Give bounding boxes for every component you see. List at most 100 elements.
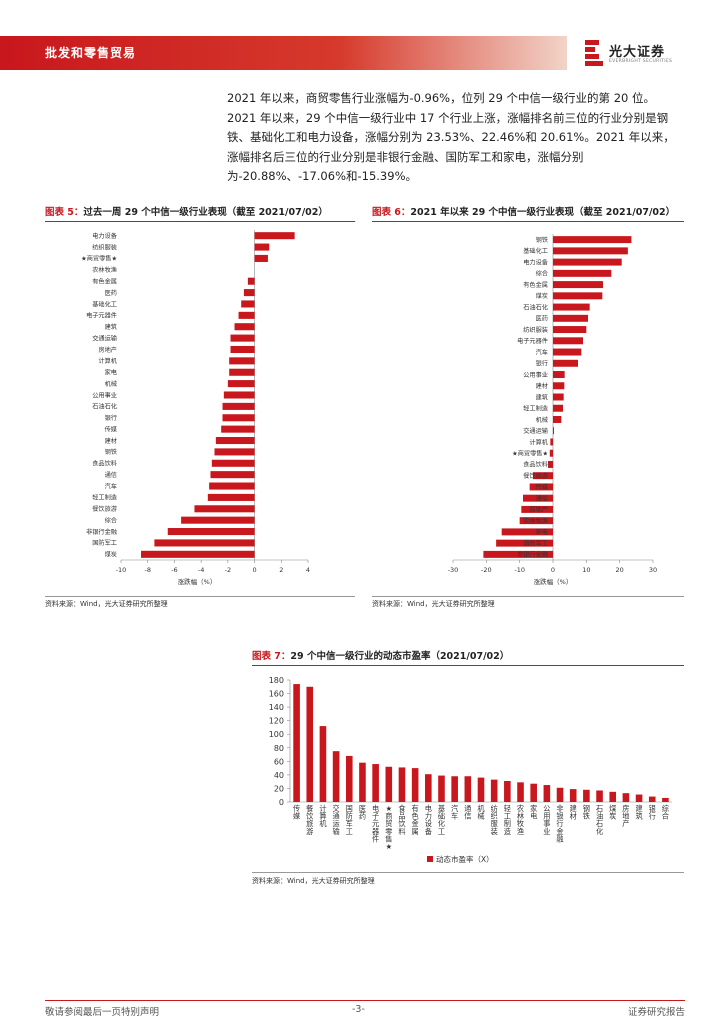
bar (583, 789, 590, 802)
bar (167, 528, 255, 536)
footer-divider (45, 1000, 685, 1001)
bar (345, 755, 353, 802)
x-axis-title: 涨跌幅（%） (178, 577, 217, 586)
bar (517, 782, 524, 802)
bar (141, 550, 255, 558)
category-label: ★商贸零售★ (512, 450, 548, 458)
category-label: 电子元器件 (86, 312, 117, 320)
bar (230, 334, 255, 342)
footer-report-type: 证券研究报告 (627, 1007, 685, 1018)
figure5-title-text: 过去一周 29 个中信一级行业表现（截至 2021/07/02） (83, 207, 328, 218)
bar (215, 436, 255, 445)
category-label: 交通运输 (92, 334, 118, 342)
x-tick-label: -4 (198, 566, 204, 574)
category-label: 医药 (536, 315, 548, 323)
x-tick-label: -6 (171, 566, 177, 574)
x-tick-label: 4 (306, 566, 310, 574)
category-label: 有色金属 (412, 804, 419, 836)
bar (553, 258, 622, 266)
bar (293, 684, 300, 802)
category-label: 汽车 (105, 482, 117, 490)
bar (438, 775, 445, 802)
category-label: 汽车 (536, 348, 548, 356)
category-label: 建筑 (536, 393, 549, 401)
bar (553, 415, 562, 423)
category-label: 有色金属 (523, 281, 548, 289)
bar (425, 774, 432, 802)
category-label: 农林牧渔 (523, 517, 548, 525)
bar (521, 505, 553, 513)
category-label: 食品饮料 (398, 804, 406, 836)
bar (529, 483, 553, 491)
y-tick-label: 40 (274, 771, 284, 780)
category-label: 餐饮旅游 (306, 804, 314, 836)
figure6-source: 资料来源：Wind，光大证券研究所整理 (372, 600, 495, 608)
category-label: 家电 (105, 369, 117, 377)
category-label: 交通运输 (333, 804, 340, 836)
category-label: 银行 (536, 360, 548, 368)
category-label: 公用事业 (523, 371, 548, 379)
bar (227, 380, 255, 388)
category-label: 传媒 (105, 425, 118, 433)
bar (238, 311, 255, 319)
brand-name-en: EVERBRIGHT SECURITIES (609, 59, 673, 64)
category-label: 纺织服装 (523, 326, 548, 334)
bar (504, 780, 511, 802)
category-label: 食品饮料 (523, 461, 548, 469)
figure7-source: 资料来源：Wind，光大证券研究所整理 (252, 877, 375, 885)
category-label: 医药 (359, 804, 366, 821)
x-tick-label: 20 (616, 566, 624, 574)
category-label: 煤炭 (609, 804, 616, 821)
category-label: 纺织服装 (92, 243, 117, 251)
bar (596, 790, 603, 802)
bar (222, 414, 255, 422)
y-tick-label: 140 (269, 703, 284, 712)
bar (635, 794, 643, 802)
page-number: -3- (352, 1004, 365, 1015)
bar (548, 460, 553, 468)
category-label: 家电 (536, 528, 548, 536)
figure6-source-divider (372, 596, 684, 597)
bar (553, 247, 628, 255)
bar (211, 459, 255, 467)
y-tick-label: 100 (269, 730, 284, 739)
category-label: 汽车 (451, 804, 458, 821)
bar (553, 382, 565, 390)
figure5-title: 图表 5：过去一周 29 个中信一级行业表现（截至 2021/07/02） (45, 204, 355, 222)
bar (207, 493, 255, 501)
category-label: 轻工制造 (523, 405, 548, 413)
bar (553, 427, 554, 435)
bar (553, 371, 565, 379)
category-label: 石油石化 (92, 403, 117, 411)
category-label: 非银行金融 (86, 528, 117, 536)
bar (553, 292, 603, 300)
bar (398, 767, 406, 802)
bar (530, 783, 537, 802)
figure6-chart: -30 -20 -10 0 10 20 30 钢铁基础化工电力设备综合有色金属煤炭石油石化医药… (448, 234, 657, 586)
bar (553, 269, 612, 277)
bar (553, 326, 587, 334)
category-label: 轻工制造 (504, 804, 511, 836)
bar (477, 777, 485, 802)
legend-swatch (427, 856, 433, 862)
category-label: 非银行金融 (517, 551, 548, 559)
section-title: 批发和零售贸易 (45, 46, 137, 60)
category-label: 基础化工 (523, 247, 548, 255)
bar (556, 787, 564, 802)
bar (496, 539, 553, 547)
bar (501, 528, 553, 536)
y-tick-label: 180 (269, 676, 284, 685)
bar (372, 764, 379, 802)
category-label: 计算机 (529, 438, 548, 446)
bar (254, 254, 268, 262)
category-label: 煤炭 (536, 292, 548, 300)
category-label: 食品饮料 (92, 460, 117, 468)
y-tick-label: 20 (274, 784, 284, 793)
bar (464, 776, 472, 802)
category-label: 轻工制造 (92, 494, 117, 502)
brand-logo: 光大证券 EVERBRIGHT SECURITIES (585, 38, 695, 70)
bar (241, 300, 255, 308)
x-tick-label: 2 (279, 566, 283, 574)
category-label: 农林牧渔 (92, 266, 117, 274)
x-tick-label: -20 (481, 566, 492, 574)
